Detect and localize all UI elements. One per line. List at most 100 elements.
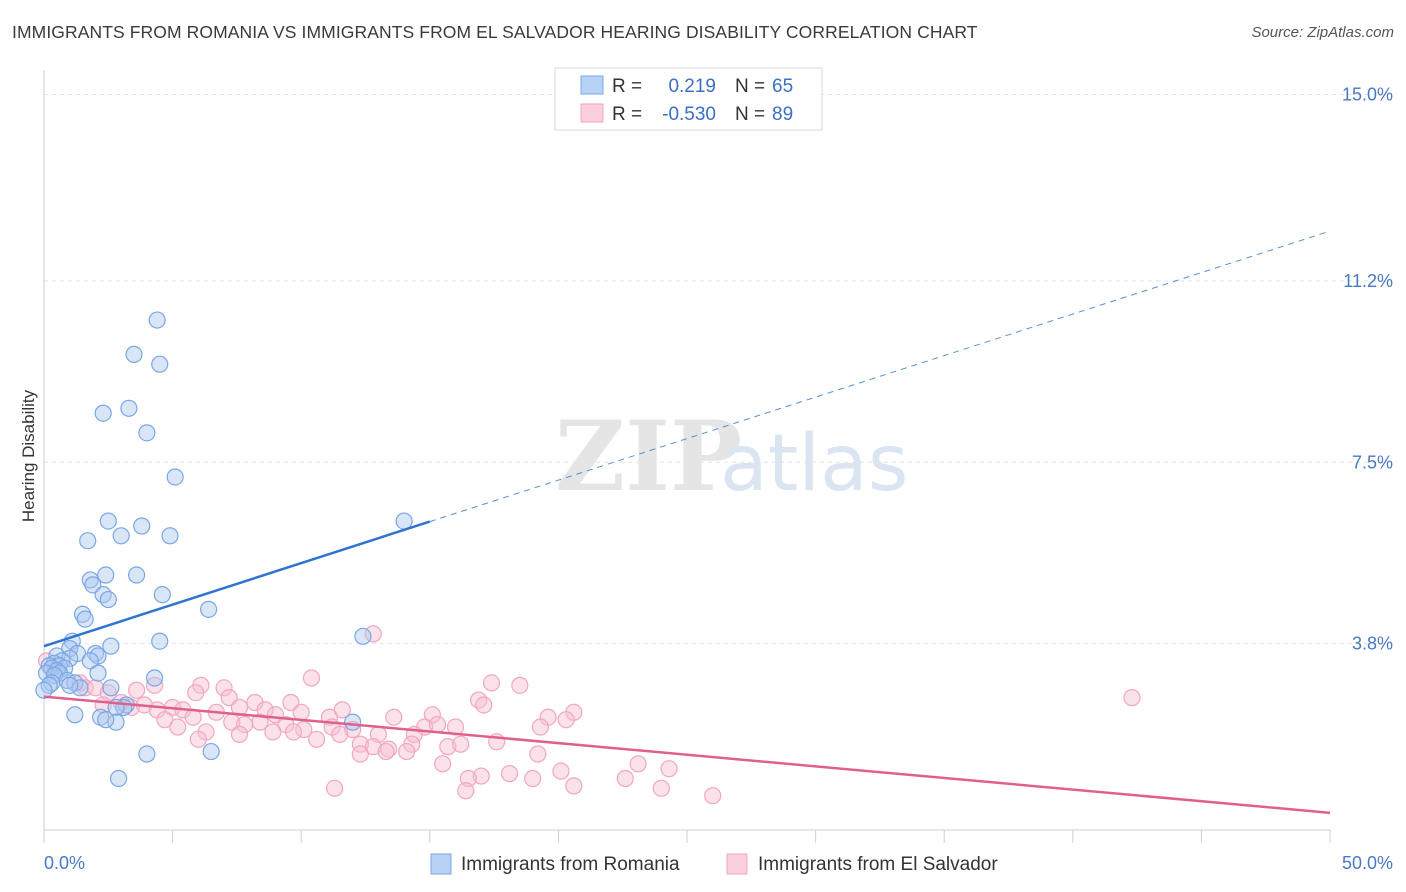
el-salvador-point-77 xyxy=(500,765,519,783)
romania-point-26 xyxy=(102,637,120,655)
y-tick-labels: 3.8% 7.5% 11.2% 15.0% xyxy=(1342,85,1393,654)
bottom-legend-label-romania: Immigrants from Romania xyxy=(461,854,680,875)
el-salvador-point-86 xyxy=(652,779,670,797)
romania-point-0 xyxy=(148,311,166,329)
romania-point-3 xyxy=(120,399,138,417)
el-salvador-point-84 xyxy=(457,782,475,800)
romania-point-62 xyxy=(138,745,156,763)
legend-n-label-romania: N = xyxy=(735,76,765,97)
romania-point-6 xyxy=(166,468,184,486)
el-salvador-point-45 xyxy=(251,713,269,731)
el-salvador-point-87 xyxy=(629,755,647,773)
legend-r-value-romania: 0.219 xyxy=(668,76,716,97)
el-salvador-point-61 xyxy=(169,718,187,736)
chart-source: Source: ZipAtlas.com xyxy=(1251,24,1394,41)
romania-point-22 xyxy=(76,610,94,628)
romania-point-21 xyxy=(73,605,92,623)
el-salvador-point-0 xyxy=(364,625,382,643)
romania-point-10 xyxy=(112,527,130,545)
y-tick-label-2: 11.2% xyxy=(1343,271,1393,291)
el-salvador-point-4 xyxy=(482,674,501,692)
romania-point-56 xyxy=(66,706,84,724)
el-salvador-point-53 xyxy=(428,715,447,734)
el-salvador-point-59 xyxy=(308,730,326,748)
romania-point-20 xyxy=(200,600,218,618)
el-salvador-point-42 xyxy=(156,711,174,729)
legend-r-value-el-salvador: -0.530 xyxy=(662,104,716,125)
el-salvador-point-73 xyxy=(398,742,416,761)
el-salvador-point-75 xyxy=(434,755,452,773)
romania-point-5 xyxy=(138,424,156,442)
series-legend: Immigrants from Romania Immigrants from … xyxy=(430,853,998,875)
el-salvador-point-57 xyxy=(264,723,282,741)
romania-point-59 xyxy=(344,713,362,731)
el-salvador-point-82 xyxy=(326,779,344,797)
romania-point-45 xyxy=(145,669,164,687)
el-salvador-point-3 xyxy=(302,669,321,687)
el-salvador-point-60 xyxy=(331,725,349,743)
legend-n-value-el-salvador: 89 xyxy=(772,104,793,125)
el-salvador-point-21 xyxy=(1123,689,1141,707)
romania-point-51 xyxy=(71,679,89,697)
el-salvador-point-33 xyxy=(292,703,310,721)
el-salvador-point-72 xyxy=(377,742,395,761)
el-salvador-point-11 xyxy=(127,681,146,699)
el-salvador-point-55 xyxy=(531,718,549,736)
romania-point-1 xyxy=(125,345,143,363)
el-salvador-point-40 xyxy=(557,711,575,729)
romania-point-4 xyxy=(94,404,112,422)
el-salvador-point-81 xyxy=(660,760,678,778)
y-tick-label-0: 3.8% xyxy=(1352,634,1393,654)
watermark-zip: ZIP xyxy=(555,400,742,513)
watermark: ZIP atlas xyxy=(555,400,909,513)
y-tick-label-3: 15.0% xyxy=(1342,85,1393,105)
x-tick-label-max: 50.0% xyxy=(1342,853,1393,873)
chart-title: IMMIGRANTS FROM ROMANIA VS IMMIGRANTS FR… xyxy=(12,22,978,42)
el-salvador-point-15 xyxy=(187,684,205,702)
y-tick-label-1: 7.5% xyxy=(1352,452,1393,472)
grid-lines xyxy=(44,94,1393,645)
romania-point-60 xyxy=(97,711,115,729)
el-salvador-point-69 xyxy=(452,735,470,753)
el-salvador-point-37 xyxy=(423,706,441,724)
legend-n-value-romania: 65 xyxy=(772,76,793,97)
el-salvador-point-71 xyxy=(351,745,369,763)
romania-point-12 xyxy=(79,532,97,550)
romania-point-9 xyxy=(395,512,413,530)
el-salvador-point-20 xyxy=(475,696,493,714)
romania-point-18 xyxy=(153,586,171,604)
legend-n-label-el-salvador: N = xyxy=(735,104,765,125)
el-salvador-point-5 xyxy=(511,676,529,694)
romania-point-13 xyxy=(97,566,115,584)
el-salvador-point-74 xyxy=(529,745,547,763)
legend-swatch-el-salvador xyxy=(580,103,604,123)
el-salvador-point-80 xyxy=(616,769,634,788)
trend-lines xyxy=(43,230,1331,815)
el-salvador-point-9 xyxy=(71,674,89,692)
y-axis-label: Hearing Disability xyxy=(19,389,38,522)
romania-point-2 xyxy=(151,355,169,373)
bottom-legend-label-el-salvador: Immigrants from El Salvador xyxy=(758,854,998,875)
romania-point-58 xyxy=(107,713,125,731)
bottom-legend-swatch-el-salvador xyxy=(726,853,748,875)
correlation-legend: R = 0.219 N = 65 R = -0.530 N = 89 xyxy=(554,67,823,131)
bottom-legend-swatch-romania xyxy=(430,853,452,875)
el-salvador-point-7 xyxy=(215,679,233,697)
el-salvador-point-79 xyxy=(552,762,570,780)
el-salvador-point-36 xyxy=(385,708,403,726)
watermark-atlas: atlas xyxy=(720,419,909,509)
el-salvador-point-12 xyxy=(145,676,164,694)
romania-point-24 xyxy=(151,632,169,650)
el-salvador-point-64 xyxy=(351,735,369,753)
legend-swatch-romania xyxy=(580,75,604,95)
romania-point-52 xyxy=(35,681,53,699)
romania-trend-solid xyxy=(43,520,431,648)
series-romania-points xyxy=(35,311,413,788)
romania-point-34 xyxy=(81,652,99,670)
el-salvador-point-68 xyxy=(439,738,457,756)
el-salvador-point-85 xyxy=(565,777,583,795)
el-salvador-point-19 xyxy=(470,691,488,709)
romania-point-7 xyxy=(99,512,117,530)
romania-trend-dashed xyxy=(429,230,1331,523)
